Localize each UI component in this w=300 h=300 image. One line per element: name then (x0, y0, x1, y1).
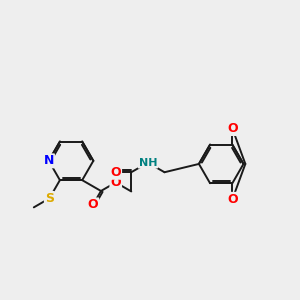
Text: O: O (88, 198, 98, 212)
Text: S: S (45, 192, 54, 205)
Text: N: N (44, 154, 54, 167)
Text: NH: NH (139, 158, 157, 168)
Text: O: O (110, 166, 121, 179)
Text: O: O (227, 122, 238, 135)
Text: O: O (110, 176, 121, 189)
Text: O: O (227, 193, 238, 206)
